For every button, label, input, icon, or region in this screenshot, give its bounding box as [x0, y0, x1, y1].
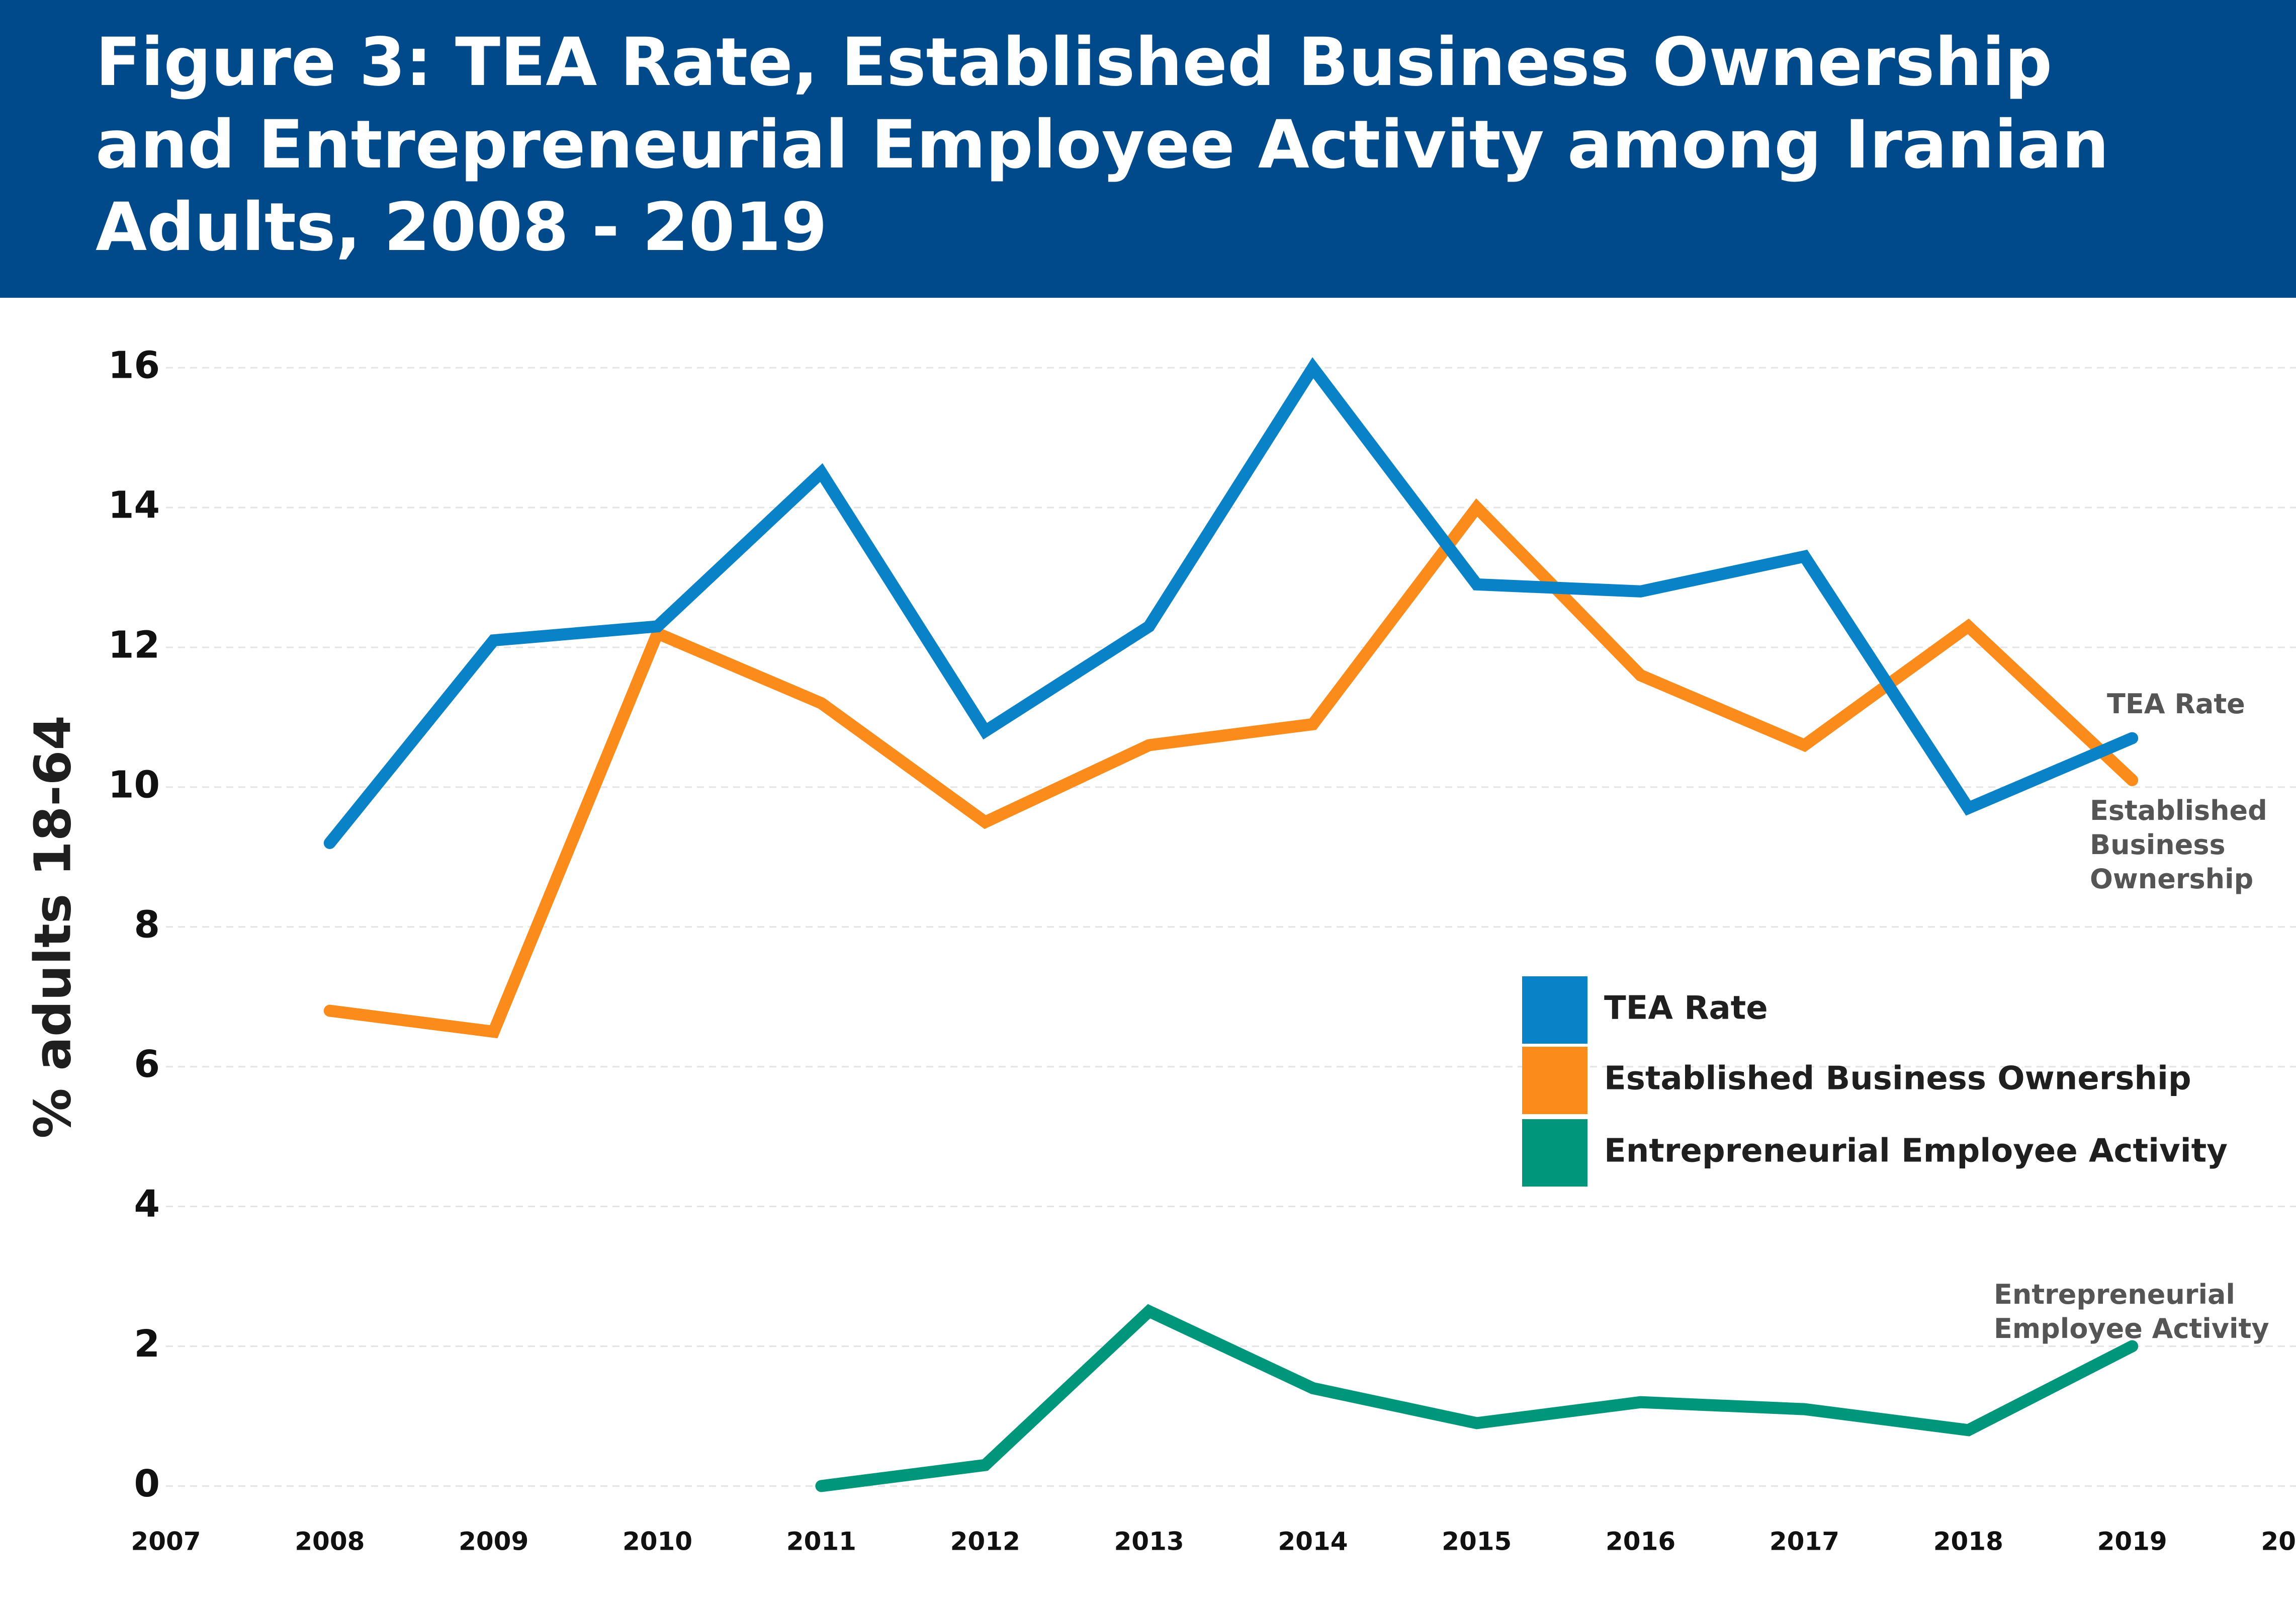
- x-tick-label: 2013: [1114, 1527, 1184, 1556]
- legend-swatch: [1522, 976, 1587, 1044]
- series-line-tea-rate: [323, 357, 2139, 849]
- x-tick-label: 2009: [459, 1527, 528, 1556]
- series-lines: [323, 357, 2139, 1492]
- series-end-labels: TEA Rate Established Business Ownership Entr…: [1994, 688, 2269, 1344]
- title-banner: Figure 3: TEA Rate, Established Business…: [0, 0, 2296, 298]
- legend-label: Established Business Ownership: [1604, 1060, 2191, 1098]
- y-tick-label: 8: [134, 903, 160, 946]
- x-tick-label: 2020: [2261, 1527, 2296, 1556]
- end-label-established-business-ownership: Established Business Ownership: [2090, 795, 2267, 895]
- y-tick-label: 12: [108, 623, 160, 666]
- end-label-entrepreneurial-employee-activity: Entrepreneurial Employee Activity: [1994, 1279, 2269, 1344]
- legend: TEA Rate Established Business Ownership En…: [1522, 976, 2228, 1187]
- y-tick-label: 2: [134, 1322, 160, 1366]
- x-tick-label: 2011: [786, 1527, 856, 1556]
- x-tick-label: 2016: [1606, 1527, 1675, 1556]
- x-tick-label: 2019: [2097, 1527, 2167, 1556]
- y-tick-label: 6: [134, 1043, 160, 1086]
- series-line-entrepreneurial-employee-activity: [815, 1304, 2139, 1492]
- gridlines: [166, 367, 2296, 1487]
- legend-label: Entrepreneurial Employee Activity: [1604, 1133, 2228, 1170]
- y-axis-label: % adults 18-64: [23, 715, 82, 1139]
- x-tick-label: 2014: [1278, 1527, 1348, 1556]
- x-tick-label: 2010: [623, 1527, 692, 1556]
- x-tick-label: 2012: [950, 1527, 1020, 1556]
- end-label-tea-rate: TEA Rate: [2107, 688, 2245, 720]
- chart-title: Figure 3: TEA Rate, Established Business…: [96, 24, 2109, 266]
- x-tick-label: 2017: [1770, 1527, 1839, 1556]
- y-tick-label: 10: [108, 763, 160, 806]
- y-tick-label: 14: [108, 484, 160, 527]
- y-tick-label: 16: [108, 344, 160, 387]
- x-tick-label: 2007: [131, 1527, 201, 1556]
- x-tick-label: 2018: [1933, 1527, 2003, 1556]
- x-tick-label: 2015: [1442, 1527, 1512, 1556]
- x-axis-ticks: 2007 2008 2009 2010 2011 2012 2013 2014 2015 2016…: [131, 1527, 2296, 1556]
- y-tick-label: 4: [134, 1183, 160, 1226]
- legend-label: TEA Rate: [1604, 990, 1768, 1027]
- series-line-established-business-ownership: [323, 498, 2139, 1039]
- legend-swatch: [1522, 1047, 1587, 1114]
- y-axis-ticks: 0 2 4 6 8 10 12 14 16: [108, 344, 160, 1505]
- y-tick-label: 0: [134, 1462, 160, 1505]
- legend-swatch: [1522, 1119, 1587, 1187]
- x-tick-label: 2008: [295, 1527, 365, 1556]
